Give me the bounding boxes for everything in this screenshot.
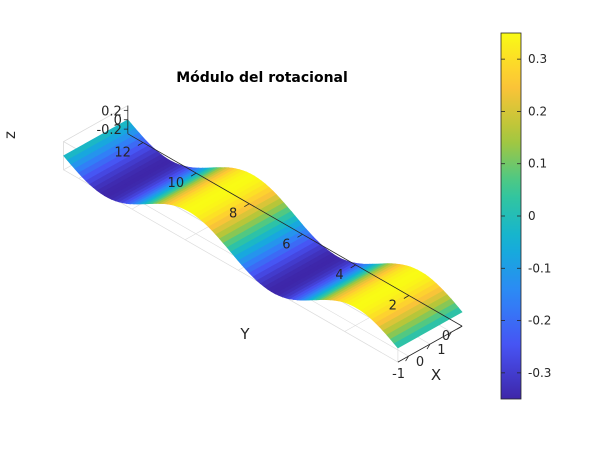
- x-axis-label: X: [431, 366, 441, 384]
- x-tick-label: -1: [392, 367, 405, 382]
- y-tick-mark: [244, 203, 250, 208]
- colorbar: -0.3 -0.2 -0.1 0 0.1 0.2 0.3: [500, 32, 551, 400]
- colorbar-tick-label: -0.3: [528, 366, 551, 380]
- colorbar-tick-label: -0.2: [528, 314, 551, 328]
- z-axis-label: z: [1, 131, 19, 139]
- colorbar-ticks: -0.3 -0.2 -0.1 0 0.1 0.2 0.3: [501, 52, 551, 380]
- y-tick-label: 12: [114, 146, 131, 161]
- x-tick-mark: [405, 355, 409, 362]
- y-tick-mark: [403, 295, 410, 299]
- y-tick-label: 0: [442, 329, 450, 344]
- y-axis-label: Y: [239, 325, 250, 343]
- x-tick-mark: [448, 331, 452, 338]
- y-tick-mark: [297, 233, 303, 238]
- x-tick-mark: [426, 343, 431, 350]
- surface-patch: [436, 307, 463, 325]
- x-tick-label: 0: [416, 355, 424, 370]
- x-tick-label: 1: [437, 343, 445, 358]
- z-tick-label: 0.2: [101, 104, 122, 119]
- colorbar-tick-label: -0.1: [528, 261, 551, 275]
- colorbar-tick-label: 0.2: [528, 104, 547, 118]
- y-tick-mark: [137, 142, 144, 146]
- colorbar-tick-label: 0.1: [528, 157, 547, 171]
- y-tick-mark: [456, 325, 463, 330]
- y-tick-label: 10: [168, 176, 185, 191]
- chart-title: Módulo del rotacional: [176, 70, 348, 86]
- y-tick-label: 4: [335, 268, 343, 283]
- surface-mesh: [63, 119, 463, 349]
- y-tick-label: 2: [389, 299, 397, 314]
- y-tick-mark: [350, 264, 356, 269]
- z-tick-label: 0: [114, 114, 122, 129]
- y-tick-label: 8: [229, 207, 237, 222]
- y-axis-line: [127, 133, 463, 327]
- colorbar-tick-label: 0.3: [528, 52, 547, 66]
- z-tick-label: -0.2: [96, 123, 121, 138]
- y-tick-mark: [190, 172, 197, 177]
- y-tick-label: 6: [282, 237, 290, 252]
- colorbar-tick-label: 0: [528, 209, 536, 223]
